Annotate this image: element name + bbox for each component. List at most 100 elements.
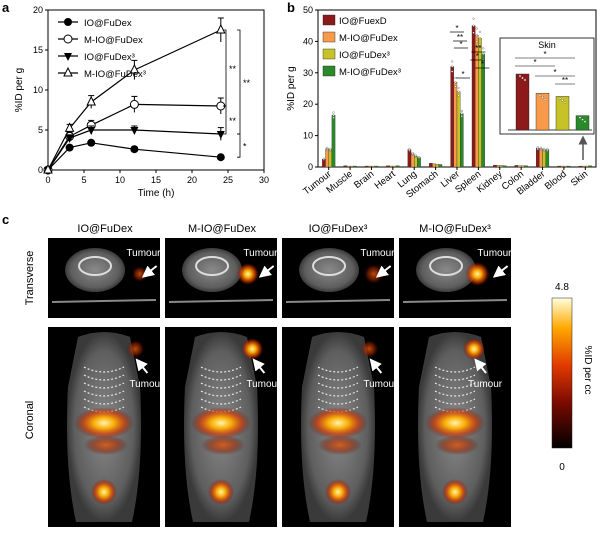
data-point [129,99,139,109]
ct-ribs [83,374,125,381]
replicate-point [329,147,332,150]
replicate-point [414,154,417,157]
bar [450,66,454,168]
y-tick-label: 10 [303,131,313,141]
bar [389,165,393,168]
significance-mark: ** [475,44,481,53]
bar [545,149,550,168]
replicate-point [332,114,335,117]
column-1: Tumour Tumour [48,238,164,527]
bar [325,148,329,168]
category-kidney [493,164,507,168]
column-title-4: M-IO@FuDex³ [419,223,491,235]
liver-signal [425,407,485,439]
tumour-arrow [135,358,149,374]
significance-mark: * [533,58,536,67]
x-tick-label: Blood [543,169,569,193]
replicate-point [408,147,411,150]
bar [435,164,439,168]
bar [395,165,400,168]
replicate-point [417,156,421,159]
bar [493,164,497,168]
bar [328,149,333,168]
colorbar-label: %ID per cc [582,346,593,395]
bar [514,165,519,168]
bar [374,165,379,168]
replicate-point [539,146,542,149]
significance-mark: ** [229,64,237,74]
y-axis-label: %ID per g [286,66,297,110]
data-point [86,95,97,106]
replicate-point [454,81,457,84]
replicate-point [332,111,335,114]
data-point [87,127,96,135]
legend-label: IO@FuDex³ [339,50,390,61]
significance-mark: ** [457,33,463,42]
bladder-signal [208,479,234,505]
chart-a: 0 5 10 15 20 25 30 0 5 10 15 20 Time (h) %ID per g IO@… [14,5,269,199]
replicate-point [578,116,582,119]
replicate-point [475,27,478,30]
replicate-point [322,157,325,160]
category-spleen [471,17,485,168]
panel-label-b: b [287,0,295,15]
inset-title: Skin [538,40,556,50]
bar [371,165,375,168]
replicate-point [482,52,485,56]
replicate-point [581,118,584,121]
bar [353,165,357,168]
bar [588,165,592,168]
replicate-point [538,94,542,97]
replicate-point [583,120,587,123]
category-blood [557,165,571,168]
ct-ribs [200,366,242,373]
ct-ribs [317,390,359,397]
bar [343,165,348,168]
column-title-2: M-IO@FuDex [188,223,257,235]
tumour-label: Tumour [126,248,161,259]
abdomen-signal [84,435,128,455]
ct-ribs [434,382,476,389]
category-muscle [343,165,357,168]
ct-ribs [200,374,242,381]
legend-label: IO@FuDex³ [84,52,135,63]
y-tick-label: 10 [33,85,43,95]
legend-swatch [322,31,336,43]
bar [557,165,561,168]
inset-bar [535,92,550,131]
data-point [63,66,73,77]
data-point [63,34,73,44]
replicate-point [558,97,562,100]
tumour-arrow [252,358,266,374]
replicate-point [543,98,547,101]
y-axis-label: %ID per g [14,68,25,112]
replicate-point [457,86,460,89]
ct-ribs [83,382,125,389]
bar [481,53,485,168]
tumour-label: Tumour [129,379,164,390]
ct-ribs [434,374,476,381]
y-tick-label: 40 [303,36,313,46]
tumour-label: Tumour [477,248,512,259]
replicate-point [475,34,478,37]
replicate-point [451,60,454,63]
significance-mark: * [455,24,458,33]
category-liver [450,60,464,168]
imaging-grid: TumourTumourTumourTumourTumourTumourTumo… [48,238,512,527]
category-bladder [535,146,550,168]
ct-skull [312,256,347,276]
ct-ribs [317,382,359,389]
tumour-label: Tumour [363,379,398,390]
ct-body-transverse [182,248,243,292]
colorbar [551,297,573,449]
bar [410,153,415,168]
tumour-arrow [258,265,275,278]
replicate-point [478,37,482,40]
replicate-point [541,96,544,99]
ct-bed [51,299,157,303]
category-brain [364,165,379,168]
replicate-point [472,24,475,27]
bar [521,165,525,168]
bar [578,165,583,168]
